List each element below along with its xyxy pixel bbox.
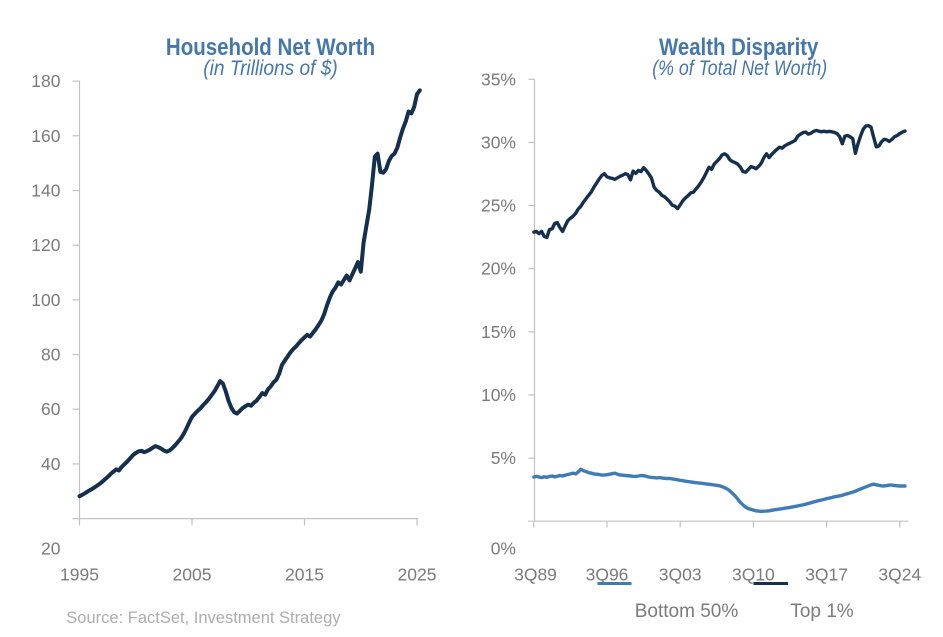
svg-text:3Q10: 3Q10 xyxy=(732,565,775,585)
svg-text:60: 60 xyxy=(41,399,61,419)
svg-text:2025: 2025 xyxy=(398,565,437,585)
svg-text:160: 160 xyxy=(31,126,60,146)
svg-text:120: 120 xyxy=(31,235,60,255)
svg-text:3Q96: 3Q96 xyxy=(586,565,629,585)
svg-text:20: 20 xyxy=(41,539,61,559)
svg-text:Bottom 50%: Bottom 50% xyxy=(635,601,739,622)
svg-text:2015: 2015 xyxy=(285,565,324,585)
svg-text:Source: FactSet, Investment St: Source: FactSet, Investment Strategy xyxy=(66,609,341,627)
svg-text:5%: 5% xyxy=(491,448,516,468)
svg-text:2005: 2005 xyxy=(173,565,212,585)
svg-text:3Q17: 3Q17 xyxy=(805,565,848,585)
svg-text:3Q03: 3Q03 xyxy=(659,565,702,585)
svg-text:20%: 20% xyxy=(481,259,516,279)
svg-text:(in Trillions of $): (in Trillions of $) xyxy=(203,57,337,80)
svg-text:35%: 35% xyxy=(481,69,516,89)
svg-text:Household Net Worth: Household Net Worth xyxy=(166,33,375,60)
svg-text:1995: 1995 xyxy=(60,565,99,585)
svg-text:Top 1%: Top 1% xyxy=(790,601,853,622)
svg-text:80: 80 xyxy=(41,345,61,365)
svg-text:180: 180 xyxy=(31,71,60,91)
svg-text:(% of Total Net Worth): (% of Total Net Worth) xyxy=(652,57,827,81)
svg-text:40: 40 xyxy=(41,454,61,474)
svg-text:15%: 15% xyxy=(481,322,516,342)
svg-text:3Q89: 3Q89 xyxy=(514,565,557,585)
svg-text:0%: 0% xyxy=(491,539,516,559)
svg-text:10%: 10% xyxy=(481,385,516,405)
svg-text:Wealth Disparity: Wealth Disparity xyxy=(659,33,819,60)
svg-text:3Q24: 3Q24 xyxy=(878,565,921,585)
svg-text:30%: 30% xyxy=(481,132,516,152)
svg-text:25%: 25% xyxy=(481,196,516,216)
svg-text:140: 140 xyxy=(31,181,60,201)
svg-text:100: 100 xyxy=(31,290,60,310)
